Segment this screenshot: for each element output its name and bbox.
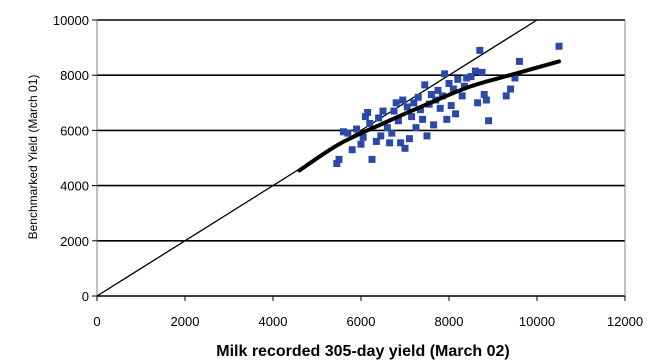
data-point (482, 96, 490, 104)
data-point (403, 103, 411, 111)
data-point (390, 107, 398, 115)
data-point (377, 132, 385, 140)
data-point (335, 155, 343, 163)
data-point (405, 135, 413, 143)
x-tick-label: 0 (93, 314, 100, 329)
y-tick-label: 4000 (60, 179, 89, 194)
data-point (511, 74, 519, 82)
data-point (467, 73, 475, 81)
x-tick-label: 4000 (259, 314, 288, 329)
x-tick-label: 6000 (347, 314, 376, 329)
data-point (353, 125, 361, 133)
data-point (410, 99, 418, 107)
data-point (443, 115, 451, 123)
data-point (416, 106, 424, 114)
data-point (412, 124, 420, 132)
data-point (434, 86, 442, 94)
data-point (460, 82, 468, 90)
data-point (364, 108, 372, 116)
x-tick-label: 2000 (171, 314, 200, 329)
data-point (394, 117, 402, 125)
data-point (458, 92, 466, 100)
data-point (515, 57, 523, 65)
data-point (419, 115, 427, 123)
data-point (421, 81, 429, 89)
data-point (379, 107, 387, 115)
data-point (361, 113, 369, 121)
data-point (366, 120, 374, 127)
y-tick-label: 10000 (53, 13, 89, 28)
data-point (397, 139, 405, 147)
data-point (555, 42, 563, 50)
x-axis-label: Milk recorded 305-day yield (March 02) (216, 343, 509, 360)
data-point (447, 102, 455, 110)
data-point (386, 139, 394, 147)
data-point (399, 96, 407, 104)
data-point (485, 117, 493, 125)
data-point (348, 146, 356, 154)
y-tick-label: 0 (82, 289, 89, 304)
data-point (478, 68, 486, 76)
data-point (463, 74, 471, 82)
data-point (507, 85, 515, 93)
data-point (401, 144, 409, 152)
trend-line (297, 59, 561, 173)
data-point (454, 75, 462, 83)
y-tick-label: 6000 (60, 123, 89, 138)
data-point (449, 85, 457, 93)
data-point (388, 129, 396, 137)
data-point (430, 121, 438, 129)
data-point (423, 132, 431, 140)
data-point (427, 91, 435, 99)
data-point (392, 99, 400, 107)
x-tick-labels: 0 2000 4000 6000 8000 10000 12000 (93, 314, 643, 329)
data-point (452, 110, 460, 118)
data-point (414, 93, 422, 101)
data-point (480, 91, 488, 99)
data-point (476, 46, 484, 54)
data-point (383, 124, 391, 132)
data-point (333, 160, 341, 168)
data-point (474, 99, 482, 107)
data-point (471, 67, 479, 75)
data-point (441, 70, 449, 78)
data-point (344, 129, 352, 137)
y-axis-label: Benchmarked Yield (March 01) (26, 75, 40, 240)
data-point (339, 128, 347, 136)
data-point (375, 114, 383, 122)
grid-lines (92, 19, 626, 301)
x-tick-label: 12000 (607, 314, 643, 329)
y-tick-labels: 0 2000 4000 6000 8000 10000 (53, 13, 89, 304)
data-point (368, 155, 376, 163)
trend-line-group (297, 59, 561, 173)
x-tick-label: 10000 (519, 314, 555, 329)
data-point (445, 79, 453, 87)
data-point (359, 133, 367, 141)
data-point (357, 140, 365, 148)
x-tick-label: 8000 (435, 314, 464, 329)
data-points (333, 42, 563, 168)
data-point (502, 92, 510, 100)
data-point (372, 137, 380, 145)
data-point (436, 104, 444, 112)
y-tick-label: 2000 (60, 234, 89, 249)
y-tick-label: 8000 (60, 68, 89, 83)
data-point (408, 113, 416, 121)
